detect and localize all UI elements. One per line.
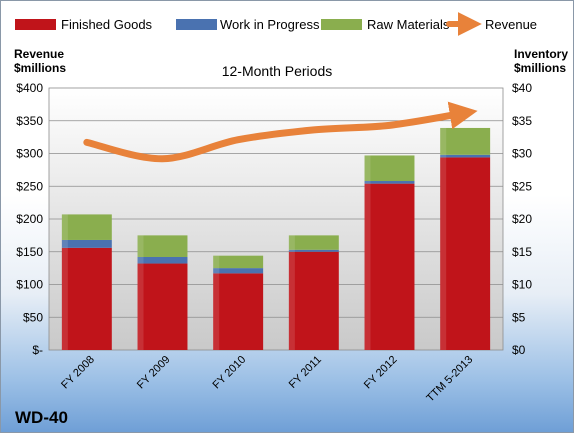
chart-title: 12-Month Periods — [222, 63, 333, 79]
right-tick-label: $10 — [512, 278, 532, 292]
bar-raw-materials-fy-2012 — [364, 155, 415, 182]
right-tick-label: $15 — [512, 245, 532, 259]
right-tick-label: $0 — [512, 343, 526, 357]
bar-raw-materials-ttm-5-2013 — [440, 127, 491, 155]
bar-work-in-progress-fy-2012 — [364, 181, 415, 184]
bar-highlight — [61, 214, 68, 240]
category-label-ttm-5-2013: TTM 5-2013 — [424, 354, 475, 405]
left-axis-title-line2: $millions — [14, 61, 66, 75]
left-tick-label: $300 — [16, 147, 43, 161]
left-axis-title-line1: Revenue — [14, 47, 64, 61]
left-tick-label: $200 — [16, 212, 43, 226]
bar-raw-materials-fy-2009 — [137, 235, 188, 257]
left-tick-label: $150 — [16, 245, 43, 259]
bar-raw-materials-fy-2011 — [288, 235, 339, 250]
bar-highlight — [137, 235, 144, 257]
bar-work-in-progress-ttm-5-2013 — [440, 154, 491, 158]
category-label-fy-2011: FY 2011 — [287, 354, 324, 391]
left-tick-label: $50 — [23, 310, 43, 324]
bar-highlight — [288, 251, 295, 350]
bar-highlight — [364, 181, 371, 184]
bar-highlight — [288, 235, 295, 250]
right-tick-label: $20 — [512, 212, 532, 226]
bar-raw-materials-fy-2008 — [61, 214, 112, 240]
bar-finished-goods-fy-2009 — [137, 263, 188, 350]
bar-highlight — [213, 255, 220, 269]
bar-highlight — [440, 157, 447, 350]
left-tick-label: $400 — [16, 81, 43, 95]
right-tick-label: $25 — [512, 179, 532, 193]
right-tick-label: $30 — [512, 147, 532, 161]
bar-highlight — [61, 239, 68, 248]
category-label-fy-2012: FY 2012 — [362, 354, 400, 392]
bar-work-in-progress-fy-2008 — [61, 239, 112, 248]
bar-finished-goods-fy-2011 — [288, 251, 339, 350]
legend-swatch-work-in-progress — [176, 19, 217, 30]
category-label-fy-2010: FY 2010 — [211, 354, 249, 392]
bar-finished-goods-fy-2012 — [364, 183, 415, 350]
legend-label-revenue: Revenue — [485, 17, 537, 32]
right-tick-label: $5 — [512, 310, 526, 324]
bar-work-in-progress-fy-2010 — [213, 268, 264, 274]
bar-finished-goods-fy-2008 — [61, 247, 112, 350]
bar-work-in-progress-fy-2009 — [137, 256, 188, 264]
legend: Finished Goods Work in Progress Raw Mate… — [15, 12, 537, 36]
legend-swatch-finished-goods — [15, 19, 56, 30]
category-label-fy-2008: FY 2008 — [59, 354, 97, 392]
bar-highlight — [213, 268, 220, 274]
legend-label-work-in-progress: Work in Progress — [220, 17, 320, 32]
left-tick-label: $350 — [16, 114, 43, 128]
legend-label-finished-goods: Finished Goods — [61, 17, 153, 32]
company-name: WD-40 — [15, 408, 68, 427]
bar-highlight — [213, 273, 220, 350]
left-tick-label: $- — [32, 343, 43, 357]
bar-highlight — [61, 247, 68, 350]
right-tick-label: $40 — [512, 81, 532, 95]
right-tick-label: $35 — [512, 114, 532, 128]
bar-work-in-progress-fy-2011 — [288, 249, 339, 252]
category-label-fy-2009: FY 2009 — [135, 354, 173, 392]
legend-label-raw-materials: Raw Materials — [367, 17, 450, 32]
left-tick-label: $100 — [16, 278, 43, 292]
legend-swatch-raw-materials — [321, 19, 362, 30]
right-axis-title-line1: Inventory — [514, 47, 568, 61]
bar-highlight — [440, 127, 447, 155]
bar-highlight — [137, 256, 144, 264]
revenue-line — [83, 101, 478, 163]
left-tick-label: $250 — [16, 179, 43, 193]
bar-highlight — [288, 249, 295, 252]
bar-highlight — [364, 183, 371, 350]
bar-raw-materials-fy-2010 — [213, 255, 264, 269]
bar-finished-goods-ttm-5-2013 — [440, 157, 491, 350]
bar-finished-goods-fy-2010 — [213, 273, 264, 350]
bar-highlight — [364, 155, 371, 182]
right-axis-title-line2: $millions — [514, 61, 566, 75]
bar-highlight — [440, 154, 447, 158]
bar-highlight — [137, 263, 144, 350]
